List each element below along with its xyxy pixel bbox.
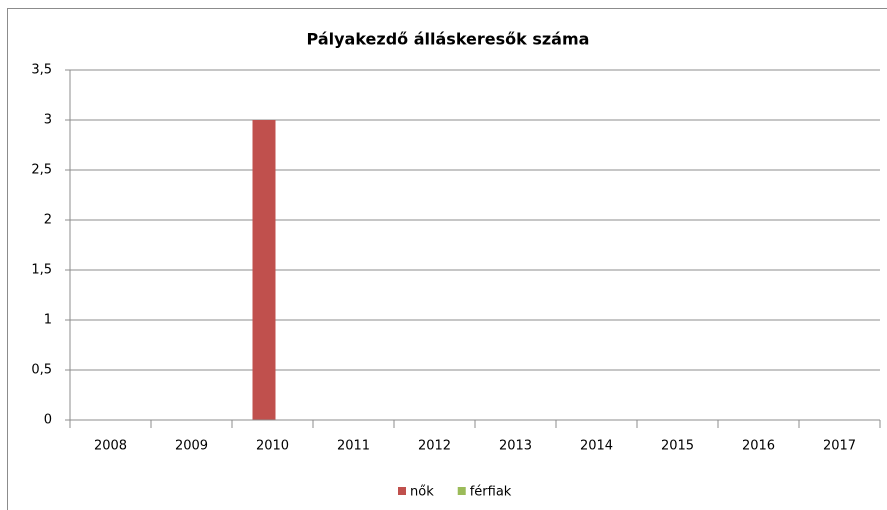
x-tick-label: 2012	[418, 439, 451, 454]
x-tick-label: 2013	[499, 439, 532, 454]
chart-border	[7, 8, 887, 510]
bar	[252, 120, 276, 420]
x-tick-label: 2014	[580, 439, 613, 454]
x-tick-label: 2017	[823, 439, 856, 454]
y-tick-label: 0,5	[31, 363, 52, 378]
x-tick-label: 2008	[94, 439, 127, 454]
y-tick-label: 0	[44, 413, 52, 428]
x-tick-label: 2009	[175, 439, 208, 454]
y-tick-label: 3,5	[31, 63, 52, 78]
legend-swatch	[398, 487, 406, 495]
x-tick-label: 2010	[256, 439, 289, 454]
y-tick-label: 1	[44, 313, 52, 328]
x-tick-label: 2011	[337, 439, 370, 454]
x-tick-label: 2016	[742, 439, 775, 454]
y-tick-label: 1,5	[31, 263, 52, 278]
legend-swatch	[457, 487, 466, 495]
legend-label: nők	[410, 485, 434, 500]
y-tick-label: 2,5	[31, 163, 52, 178]
y-tick-label: 3	[44, 113, 52, 128]
y-tick-label: 2	[44, 213, 52, 228]
legend-label: férfiak	[470, 485, 512, 500]
chart-title: Pályakezdő álláskeresők száma	[307, 30, 590, 49]
x-tick-label: 2015	[661, 439, 694, 454]
